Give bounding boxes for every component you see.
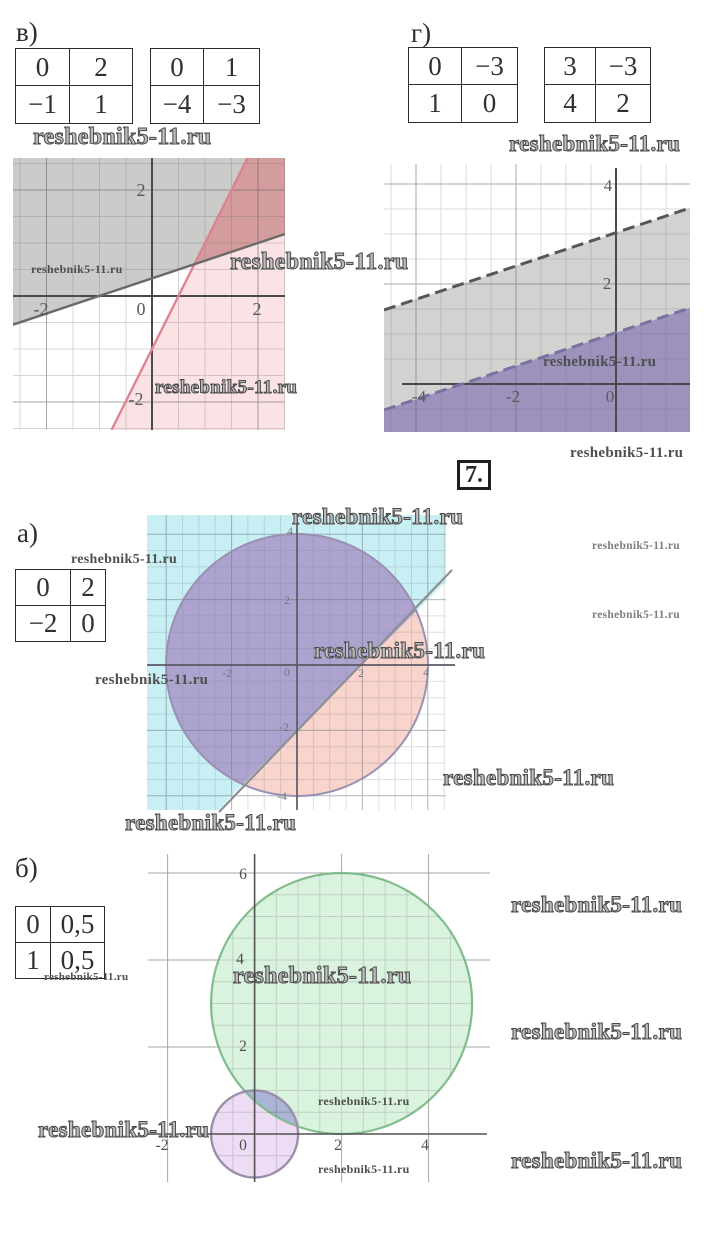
svg-text:2: 2	[358, 668, 364, 680]
svg-text:-2: -2	[506, 387, 520, 406]
svg-text:4: 4	[287, 526, 293, 538]
svg-text:0: 0	[606, 387, 615, 406]
svg-text:4: 4	[423, 667, 429, 679]
svg-text:4: 4	[236, 951, 244, 968]
svg-text:-2: -2	[156, 1137, 169, 1154]
svg-text:2: 2	[284, 595, 290, 607]
svg-text:0: 0	[239, 1137, 247, 1154]
svg-text:2: 2	[253, 299, 262, 319]
svg-text:0: 0	[137, 299, 146, 319]
svg-text:4: 4	[421, 1137, 429, 1154]
svg-text:-4: -4	[277, 791, 287, 803]
svg-text:2: 2	[137, 180, 146, 200]
svg-text:2: 2	[603, 274, 612, 293]
svg-text:-2: -2	[34, 299, 49, 319]
svg-text:6: 6	[239, 866, 247, 883]
svg-text:2: 2	[334, 1137, 342, 1154]
svg-text:2: 2	[239, 1038, 247, 1055]
svg-text:4: 4	[604, 176, 613, 195]
svg-text:0: 0	[284, 667, 290, 679]
svg-text:-2: -2	[222, 668, 232, 680]
svg-text:-2: -2	[279, 722, 289, 734]
svg-text:-2: -2	[129, 389, 144, 409]
svg-text:-4: -4	[412, 387, 427, 406]
